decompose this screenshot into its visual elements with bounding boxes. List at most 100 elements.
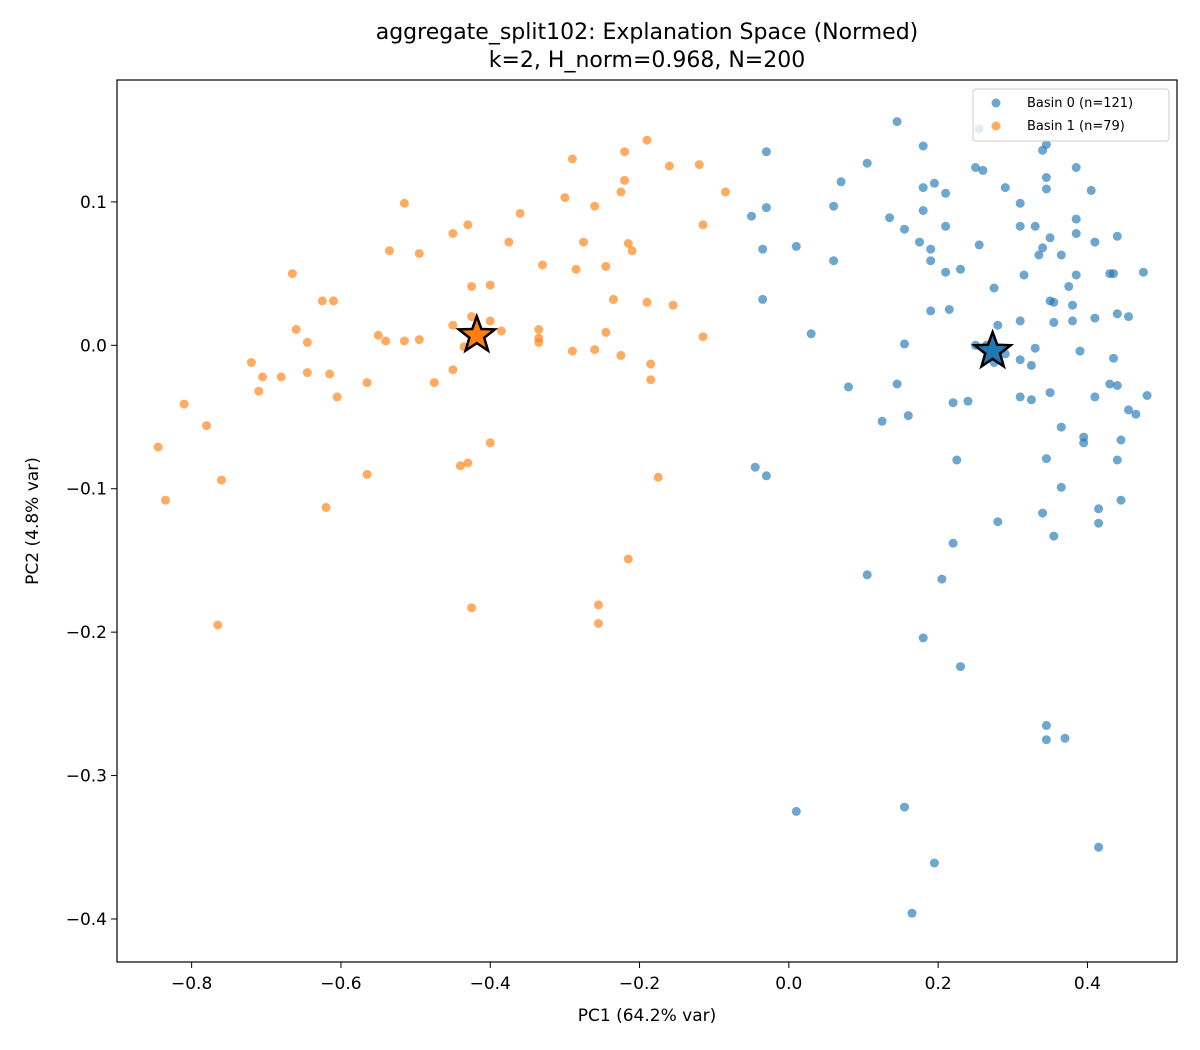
- point-basin-1: [217, 475, 226, 485]
- point-basin-0: [1015, 355, 1025, 365]
- point-basin-0: [1026, 395, 1036, 405]
- point-basin-0: [1030, 343, 1040, 353]
- point-basin-0: [907, 908, 917, 918]
- point-basin-0: [806, 329, 816, 339]
- point-basin-0: [1131, 409, 1141, 419]
- point-basin-0: [1034, 250, 1044, 260]
- point-basin-0: [1056, 422, 1066, 432]
- point-basin-0: [1075, 346, 1085, 356]
- point-basin-0: [877, 416, 887, 426]
- x-tick-label: 0.4: [1074, 974, 1101, 994]
- point-basin-0: [1060, 733, 1070, 743]
- point-basin-1: [646, 359, 656, 369]
- point-basin-1: [608, 294, 618, 304]
- point-basin-1: [642, 135, 652, 145]
- point-basin-1: [594, 600, 603, 610]
- point-basin-0: [948, 538, 958, 548]
- x-tick-label: −0.8: [171, 974, 212, 994]
- point-basin-0: [926, 244, 936, 254]
- point-basin-0: [1045, 233, 1055, 243]
- point-basin-0: [956, 662, 965, 672]
- centroids-layer: [455, 312, 1015, 370]
- point-basin-0: [1049, 317, 1059, 327]
- point-basin-0: [937, 574, 947, 584]
- point-basin-0: [1064, 282, 1074, 291]
- point-basin-1: [246, 358, 256, 367]
- point-basin-0: [952, 455, 962, 465]
- point-basin-1: [455, 461, 465, 471]
- point-basin-1: [213, 620, 223, 630]
- point-basin-0: [1105, 379, 1115, 389]
- point-basin-1: [571, 264, 581, 274]
- point-basin-0: [1056, 250, 1066, 260]
- point-basin-0: [1049, 531, 1059, 541]
- point-basin-1: [302, 368, 312, 378]
- point-basin-1: [325, 369, 335, 379]
- point-basin-0: [1038, 243, 1048, 253]
- point-basin-0: [1015, 316, 1025, 326]
- y-tick-label: 0.1: [80, 193, 107, 213]
- point-basin-0: [1038, 145, 1048, 155]
- point-basin-0: [941, 188, 951, 198]
- point-basin-0: [918, 141, 928, 151]
- point-basin-1: [399, 336, 409, 346]
- point-basin-0: [929, 178, 939, 188]
- point-basin-1: [627, 246, 637, 256]
- point-basin-0: [758, 294, 768, 304]
- x-tick-label: 0.2: [925, 974, 952, 994]
- point-basin-0: [862, 158, 872, 168]
- point-basin-1: [179, 399, 189, 409]
- point-basin-1: [373, 330, 383, 340]
- point-basin-1: [258, 372, 268, 382]
- plot-frame: [116, 79, 1178, 963]
- point-basin-1: [515, 208, 525, 218]
- point-basin-1: [594, 619, 603, 628]
- point-basin-0: [1094, 504, 1104, 514]
- points-layer: [153, 117, 1152, 918]
- point-basin-0: [1041, 454, 1051, 464]
- point-basin-1: [590, 201, 600, 211]
- y-tick-label: −0.1: [66, 480, 107, 500]
- point-basin-0: [1041, 184, 1051, 194]
- point-basin-1: [620, 175, 630, 185]
- point-basin-0: [761, 147, 771, 157]
- point-basin-1: [616, 350, 626, 360]
- point-basin-0: [1071, 214, 1081, 224]
- point-basin-0: [918, 183, 928, 193]
- point-basin-0: [1090, 313, 1100, 323]
- point-basin-0: [918, 633, 928, 643]
- point-basin-0: [1015, 198, 1025, 208]
- y-tick-label: 0.0: [80, 336, 107, 356]
- point-basin-0: [1071, 163, 1081, 172]
- point-basin-1: [720, 187, 730, 197]
- point-basin-1: [698, 220, 708, 230]
- point-basin-0: [989, 283, 999, 293]
- point-basin-0: [1071, 270, 1081, 280]
- legend-marker-basin-1: [991, 121, 1001, 131]
- point-basin-1: [317, 296, 327, 306]
- point-basin-0: [758, 244, 768, 254]
- point-basin-0: [1094, 842, 1104, 852]
- point-basin-0: [844, 382, 853, 392]
- point-basin-0: [900, 339, 909, 349]
- point-basin-1: [362, 378, 372, 388]
- point-basin-0: [1112, 455, 1122, 465]
- point-basin-1: [567, 154, 577, 164]
- point-basin-0: [1109, 353, 1118, 363]
- point-basin-1: [534, 333, 544, 343]
- point-basin-0: [1116, 435, 1126, 445]
- point-basin-0: [836, 177, 846, 187]
- point-basin-0: [1068, 316, 1077, 326]
- y-tick-label: −0.2: [66, 623, 107, 643]
- point-basin-0: [1000, 183, 1010, 193]
- point-basin-0: [1056, 482, 1066, 492]
- point-basin-0: [900, 224, 909, 234]
- point-basin-0: [1026, 360, 1036, 370]
- point-basin-1: [534, 325, 544, 334]
- point-basin-1: [623, 239, 633, 248]
- point-basin-0: [1090, 392, 1100, 402]
- point-basin-1: [485, 438, 495, 448]
- point-basin-0: [941, 221, 951, 231]
- point-basin-1: [291, 325, 301, 334]
- legend-box: [972, 88, 1170, 142]
